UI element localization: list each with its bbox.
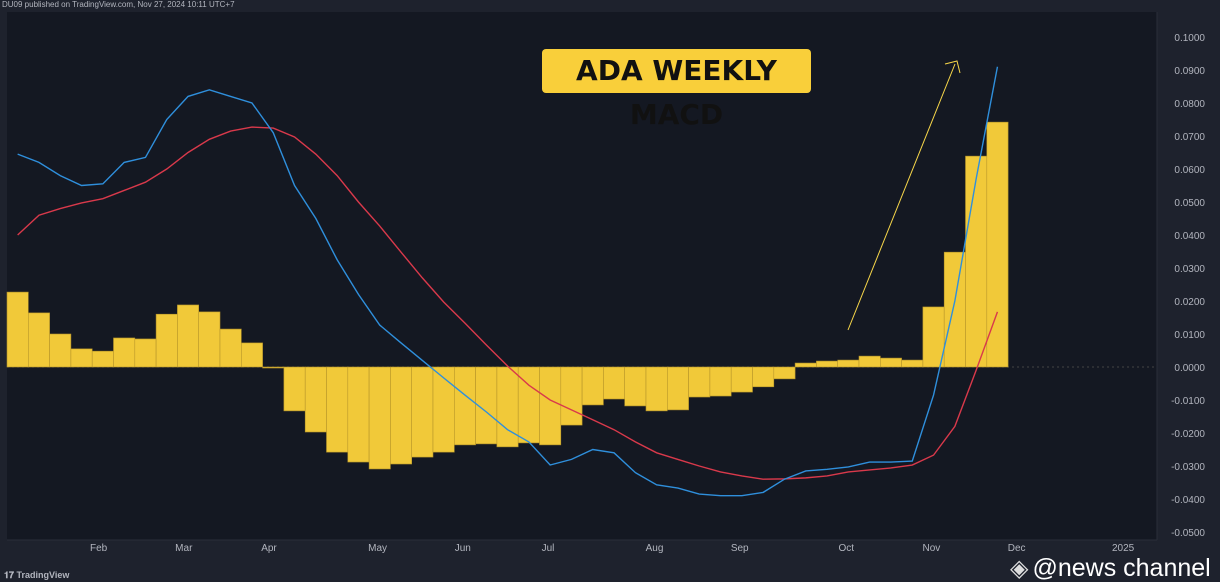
y-tick-label: -0.0300 (1171, 462, 1205, 473)
x-tick-label: Jul (542, 543, 555, 554)
x-tick-label: Dec (1008, 543, 1026, 554)
histogram-bar (666, 366, 689, 411)
chart-title-badge: ADA WEEKLY MACD (542, 49, 811, 131)
histogram-bar (816, 360, 839, 368)
y-tick-label: 0.0900 (1174, 66, 1205, 77)
histogram-bar (347, 366, 370, 463)
macd-line (17, 66, 999, 497)
histogram-bar (155, 313, 178, 368)
x-tick-label: Mar (175, 543, 193, 554)
x-tick-label: Feb (90, 543, 108, 554)
histogram-bar (219, 328, 242, 368)
histogram-bar (283, 366, 306, 412)
signal-line (17, 126, 999, 480)
histogram-bar (603, 366, 626, 400)
histogram-bar (453, 366, 476, 446)
histogram-bar (539, 366, 562, 446)
y-tick-label: 0.0500 (1174, 198, 1205, 209)
histogram-bar (368, 366, 391, 470)
histogram-bar (922, 306, 945, 368)
histogram-bar (624, 366, 647, 407)
histogram-bar (986, 121, 1009, 368)
y-tick-label: -0.0400 (1171, 495, 1205, 506)
histogram-bar (730, 366, 753, 393)
histogram-bar (70, 348, 93, 368)
watermark-text: @news channel (1032, 554, 1211, 582)
histogram-bar (965, 155, 988, 368)
histogram-bar (645, 366, 668, 412)
brand-label: TradingView (16, 570, 70, 580)
histogram-bar (6, 291, 29, 368)
histogram-bar (709, 366, 732, 397)
watermark: ◈ @news channel (1010, 554, 1211, 582)
histogram-bar (390, 366, 412, 465)
x-tick-label: Aug (646, 543, 664, 554)
histogram-bar (752, 366, 775, 388)
published-header: DU09 published on TradingView.com, Nov 2… (2, 0, 235, 9)
x-tick-label: May (368, 543, 387, 554)
x-tick-label: Jun (455, 543, 471, 554)
tradingview-logo-icon: 𝟏𝟕 (4, 570, 17, 580)
histogram-bar (326, 366, 349, 453)
histogram-bar (241, 342, 263, 368)
x-tick-label: 2025 (1112, 543, 1135, 554)
histogram-bar (879, 357, 902, 368)
y-tick-label: 0.0100 (1174, 330, 1205, 341)
histogram-bar (837, 359, 860, 368)
x-tick-label: Apr (261, 543, 277, 554)
histogram-bar (262, 366, 285, 369)
x-tick-label: Oct (838, 543, 854, 554)
trend-arrow-head-icon (944, 60, 961, 74)
histogram-bar (134, 338, 157, 368)
histogram-bar (581, 366, 604, 406)
tradingview-brand: 𝟏𝟕 TradingView (4, 570, 69, 581)
histogram-bar (560, 366, 583, 426)
y-tick-label: 0.0700 (1174, 132, 1205, 143)
y-tick-label: 0.0400 (1174, 231, 1205, 242)
x-tick-label: Sep (731, 543, 749, 554)
histogram-bar (688, 366, 711, 398)
y-tick-label: 0.0600 (1174, 165, 1205, 176)
histogram-bar (901, 359, 924, 368)
histogram-bar (794, 362, 817, 368)
histogram-bar (432, 366, 455, 453)
y-tick-label: 0.0800 (1174, 99, 1205, 110)
binance-logo-icon: ◈ (1010, 555, 1029, 582)
y-tick-label: -0.0500 (1171, 528, 1205, 539)
x-tick-label: Nov (923, 543, 941, 554)
histogram-bar (496, 366, 519, 448)
histogram-bar (943, 251, 966, 368)
histogram-bar (858, 355, 881, 368)
y-tick-label: 0.0300 (1174, 264, 1205, 275)
histogram-bar (773, 366, 796, 380)
histogram-bar (411, 366, 434, 458)
histogram-bar (198, 311, 221, 368)
y-tick-label: 0.0000 (1174, 363, 1205, 374)
histogram-bar (113, 337, 136, 368)
histogram-bar (27, 312, 50, 368)
y-tick-label: 0.0200 (1174, 297, 1205, 308)
histogram-bar (304, 366, 327, 433)
trend-arrow-shaft (847, 63, 956, 331)
y-tick-label: -0.0100 (1171, 396, 1205, 407)
histogram-bar (49, 333, 72, 368)
histogram-bar (91, 350, 114, 368)
y-tick-label: 0.1000 (1174, 33, 1205, 44)
histogram-bar (177, 304, 199, 368)
y-tick-label: -0.0200 (1171, 429, 1205, 440)
